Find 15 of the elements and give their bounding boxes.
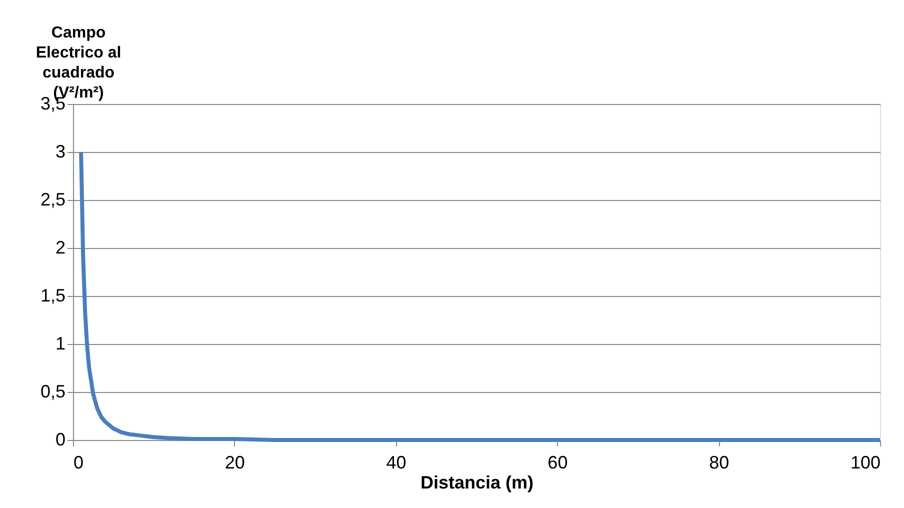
x-tick-label: 40 <box>386 452 406 472</box>
x-axis-title: Distancia (m) <box>420 472 534 492</box>
y-tick-label: 1 <box>55 334 66 354</box>
x-tick-label: 80 <box>709 452 730 472</box>
y-tick-label: 3 <box>55 142 66 162</box>
y-tick-label: 1,5 <box>40 286 66 306</box>
y-tick-label: 0 <box>55 430 66 450</box>
y-tick-label: 2 <box>55 238 66 258</box>
x-tick-label: 0 <box>74 452 84 472</box>
line-series <box>79 150 882 442</box>
x-tick-label: 100 <box>850 452 880 472</box>
y-tick-label: 2,5 <box>40 190 66 210</box>
x-tick-label: 60 <box>548 452 568 472</box>
x-tick-label: 20 <box>224 452 245 472</box>
y-tick-label: 0,5 <box>40 382 66 402</box>
